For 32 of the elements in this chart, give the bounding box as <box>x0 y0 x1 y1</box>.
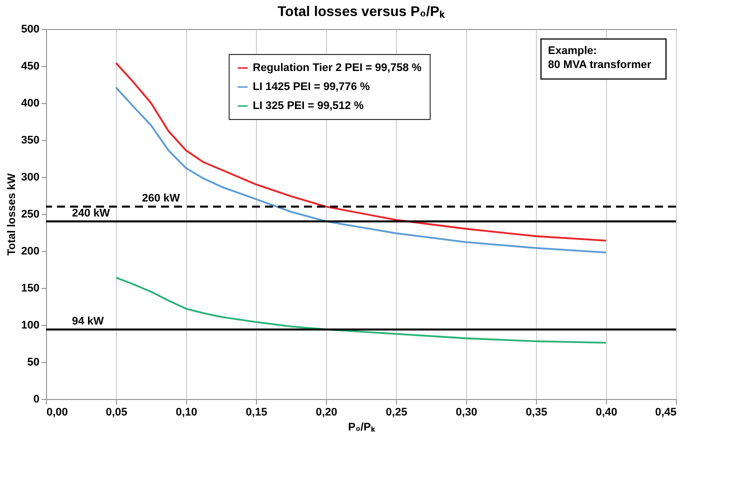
y-tick-label: 250 <box>21 208 40 220</box>
x-tick-label: 0,00 <box>46 406 68 418</box>
x-tick-label: 0,25 <box>386 406 408 418</box>
y-tick-label: 200 <box>21 246 40 258</box>
legend-label: LI 1425 PEI = 99,776 % <box>252 81 370 93</box>
chart-title: Total losses versus P₀/Pₖ <box>278 3 446 19</box>
x-tick-label: 0,05 <box>106 406 128 418</box>
y-tick-label: 50 <box>27 356 40 368</box>
y-tick-label: 0 <box>33 394 40 406</box>
y-tick-label: 400 <box>21 98 40 110</box>
legend-label: LI 325 PEI = 99,512 % <box>252 100 364 112</box>
y-axis-title: Total losses kW <box>6 172 18 256</box>
legend-label: Regulation Tier 2 PEI = 99,758 % <box>252 62 422 74</box>
x-tick-label: 0,20 <box>316 406 338 418</box>
ref-line-label: 260 kW <box>142 192 181 205</box>
x-axis-title: P₀/Pₖ <box>348 422 376 434</box>
x-tick-label: 0,15 <box>246 406 268 418</box>
x-tick-label: 0,30 <box>456 406 478 418</box>
x-tick-label: 0,45 <box>655 406 676 418</box>
y-tick-label: 150 <box>21 282 40 294</box>
x-tick-label: 0,10 <box>176 406 198 418</box>
line-series <box>115 276 607 344</box>
x-tick-label: 0,40 <box>596 406 618 418</box>
y-tick-label: 350 <box>21 134 40 146</box>
x-tick-label: 0,35 <box>526 406 548 418</box>
y-tick-label: 450 <box>21 60 40 72</box>
annotation: Example: 80 MVA transformer <box>548 45 652 71</box>
y-tick-label: 500 <box>21 24 40 36</box>
y-tick-label: 300 <box>21 172 40 184</box>
y-tick-label: 100 <box>21 320 40 332</box>
ref-line-label: 240 kW <box>72 207 111 220</box>
ref-line-label: 94 kW <box>72 315 104 328</box>
